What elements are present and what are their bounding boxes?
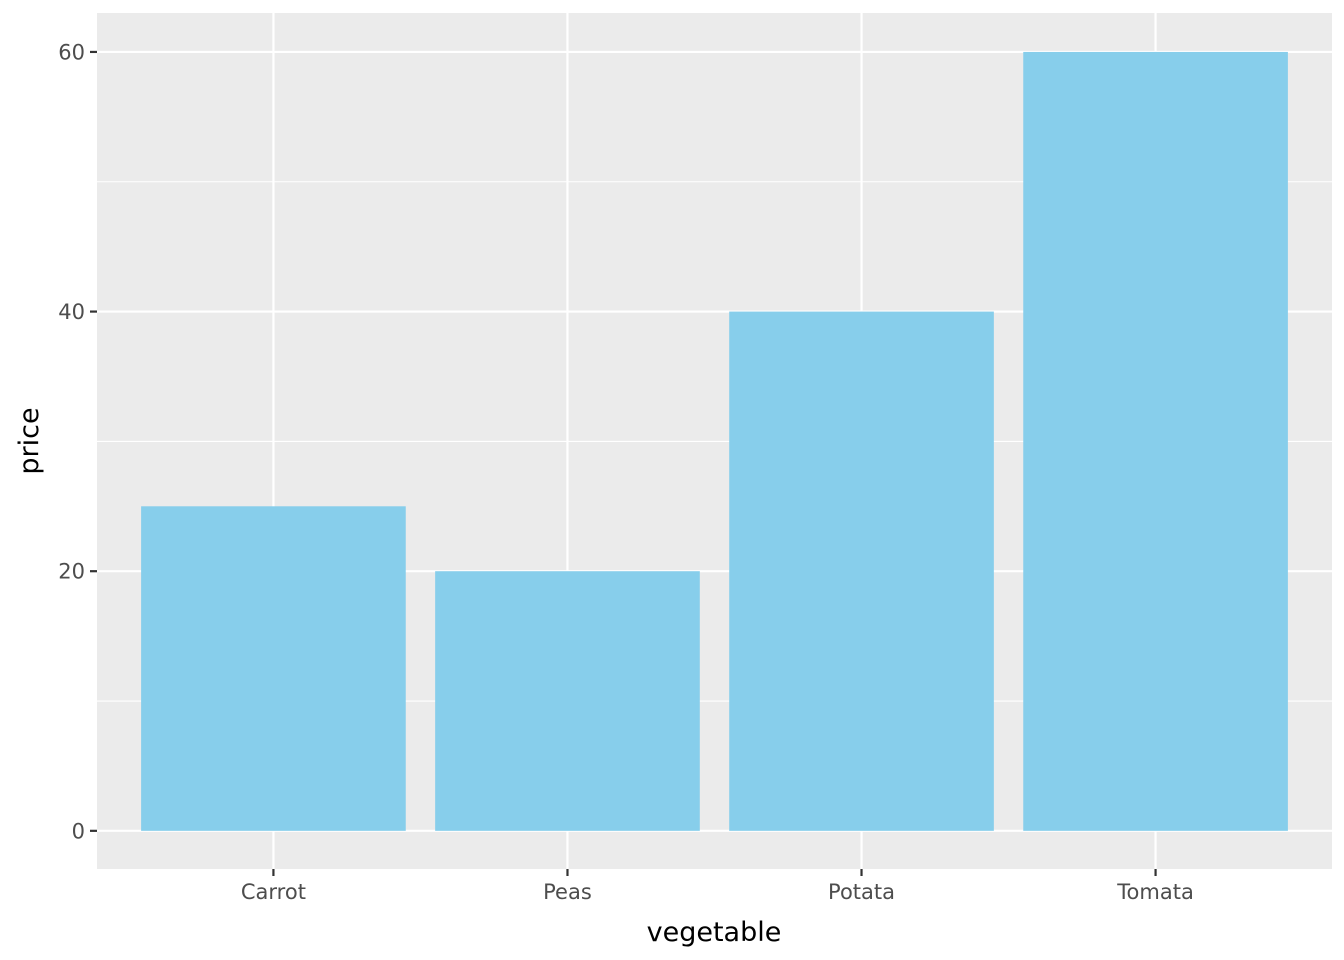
y-tick-label: 60 [58,40,85,64]
bar-peas [435,571,700,831]
bar-potata [729,311,994,831]
bars [141,51,1288,831]
x-tick-label: Carrot [241,880,306,904]
bar-carrot [141,506,406,831]
x-tick-label: Tomata [1116,880,1194,904]
x-tick-label: Peas [543,880,592,904]
y-axis-title: price [14,407,45,474]
y-tick-label: 40 [58,300,85,324]
y-tick-label: 0 [72,819,85,843]
x-tick-label: Potata [828,880,895,904]
bar-tomata [1023,51,1288,831]
y-tick-label: 20 [58,560,85,584]
x-axis-title: vegetable [647,917,782,948]
x-axis: Carrot Peas Potata Tomata [241,869,1194,904]
y-axis: 0 20 40 60 [58,40,97,843]
